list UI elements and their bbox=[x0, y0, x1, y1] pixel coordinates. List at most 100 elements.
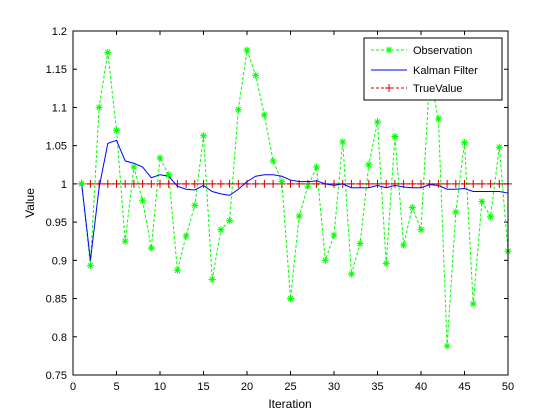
legend-truevalue-label: TrueValue bbox=[413, 83, 463, 95]
x-axis-label: Iteration bbox=[268, 397, 311, 411]
truevalue-point bbox=[234, 179, 243, 188]
observation-point bbox=[200, 132, 207, 140]
observation-point bbox=[365, 161, 373, 169]
observation-point bbox=[374, 118, 381, 126]
truevalue-point bbox=[495, 179, 504, 188]
truevalue-point bbox=[129, 179, 138, 188]
truevalue-point bbox=[251, 179, 260, 188]
truevalue-point bbox=[260, 179, 269, 188]
truevalue-point bbox=[269, 179, 278, 188]
x-tick-label: 10 bbox=[154, 381, 166, 393]
x-tick-label: 0 bbox=[70, 381, 76, 393]
x-tick-label: 50 bbox=[502, 381, 514, 393]
observation-point bbox=[243, 46, 251, 54]
truevalue-point bbox=[425, 179, 434, 188]
truevalue-point bbox=[156, 179, 164, 188]
observation-point bbox=[252, 71, 260, 79]
y-tick-label: 0.8 bbox=[52, 332, 67, 344]
y-tick-label: 1.1 bbox=[52, 102, 67, 114]
legend-observation-label: Observation bbox=[413, 45, 472, 57]
observation-point bbox=[391, 132, 399, 140]
observation-point bbox=[287, 295, 294, 303]
observation-point bbox=[417, 226, 425, 234]
x-tick-label: 20 bbox=[241, 381, 253, 393]
y-axis-ticks: 0.75 0.8 0.85 0.9 0.95 1 1.05 1.1 1.15 1.2 bbox=[46, 26, 508, 382]
truevalue-point bbox=[225, 179, 234, 188]
observation-point bbox=[461, 139, 468, 147]
legend-kalman-label: Kalman Filter bbox=[413, 65, 478, 77]
x-tick-label: 15 bbox=[197, 381, 209, 393]
legend-observation-star-icon bbox=[385, 46, 393, 54]
x-tick-label: 30 bbox=[328, 381, 340, 393]
y-tick-label: 0.75 bbox=[46, 370, 67, 382]
observation-point bbox=[208, 275, 216, 283]
truevalue-point bbox=[373, 179, 382, 188]
observation-point bbox=[313, 163, 321, 171]
observation-line bbox=[81, 49, 509, 346]
truevalue-point bbox=[286, 179, 295, 188]
observation-point bbox=[408, 204, 416, 212]
truevalue-point bbox=[199, 179, 208, 188]
observation-point bbox=[469, 300, 477, 308]
truevalue-point bbox=[469, 179, 478, 188]
observation-point bbox=[382, 259, 390, 267]
observation-point bbox=[78, 180, 86, 188]
observation-point bbox=[487, 213, 495, 221]
truevalue-point bbox=[356, 179, 365, 188]
truevalue-point bbox=[451, 179, 460, 188]
x-axis-ticks: 0 5 10 15 20 25 30 35 40 45 50 bbox=[70, 31, 514, 393]
plot-series bbox=[77, 46, 512, 350]
truevalue-point bbox=[382, 179, 391, 188]
observation-point bbox=[234, 106, 242, 114]
legend: Observation Kalman Filter TrueValue bbox=[363, 37, 503, 101]
truevalue-point bbox=[208, 179, 217, 188]
observation-point bbox=[443, 342, 451, 350]
y-tick-label: 0.95 bbox=[46, 217, 67, 229]
kalman-line bbox=[81, 139, 509, 261]
observation-point bbox=[95, 103, 103, 111]
truevalue-point bbox=[103, 179, 112, 188]
y-tick-label: 0.9 bbox=[52, 255, 67, 267]
observation-point bbox=[86, 262, 94, 270]
truevalue-point bbox=[417, 179, 425, 188]
observation-point bbox=[330, 231, 338, 239]
y-tick-label: 0.85 bbox=[46, 294, 67, 306]
observation-point bbox=[113, 126, 120, 134]
truevalue-point bbox=[86, 179, 95, 188]
x-tick-label: 40 bbox=[415, 381, 427, 393]
y-tick-label: 1 bbox=[61, 179, 67, 191]
observation-point bbox=[304, 182, 312, 190]
truevalue-point bbox=[330, 179, 338, 188]
x-tick-label: 45 bbox=[458, 381, 470, 393]
observation-point bbox=[121, 237, 129, 245]
observation-point bbox=[495, 143, 503, 151]
y-tick-label: 1.2 bbox=[52, 26, 67, 38]
y-tick-label: 1.05 bbox=[46, 141, 67, 153]
observation-point bbox=[130, 163, 138, 171]
x-tick-label: 5 bbox=[113, 381, 119, 393]
observation-point bbox=[226, 217, 234, 225]
y-tick-label: 1.15 bbox=[46, 64, 67, 76]
truevalue-point bbox=[486, 179, 495, 188]
observation-point bbox=[278, 178, 286, 186]
axes-box bbox=[72, 30, 509, 376]
observation-point bbox=[269, 157, 277, 165]
truevalue-point bbox=[147, 179, 156, 188]
truevalue-point bbox=[121, 179, 130, 188]
observation-point bbox=[400, 241, 408, 249]
truevalue-point bbox=[112, 179, 121, 188]
truevalue-point bbox=[460, 179, 469, 188]
observation-point bbox=[173, 266, 181, 274]
observation-point bbox=[139, 197, 147, 205]
observation-point bbox=[356, 240, 364, 248]
truevalue-point bbox=[443, 179, 452, 188]
truevalue-point bbox=[190, 179, 199, 188]
observation-point bbox=[347, 270, 355, 278]
observation-point bbox=[217, 226, 225, 234]
truevalue-point bbox=[182, 179, 191, 188]
truevalue-point bbox=[164, 179, 173, 188]
truevalue-point bbox=[434, 179, 443, 188]
y-axis-label: Value bbox=[23, 188, 37, 218]
truevalue-point bbox=[347, 179, 356, 188]
